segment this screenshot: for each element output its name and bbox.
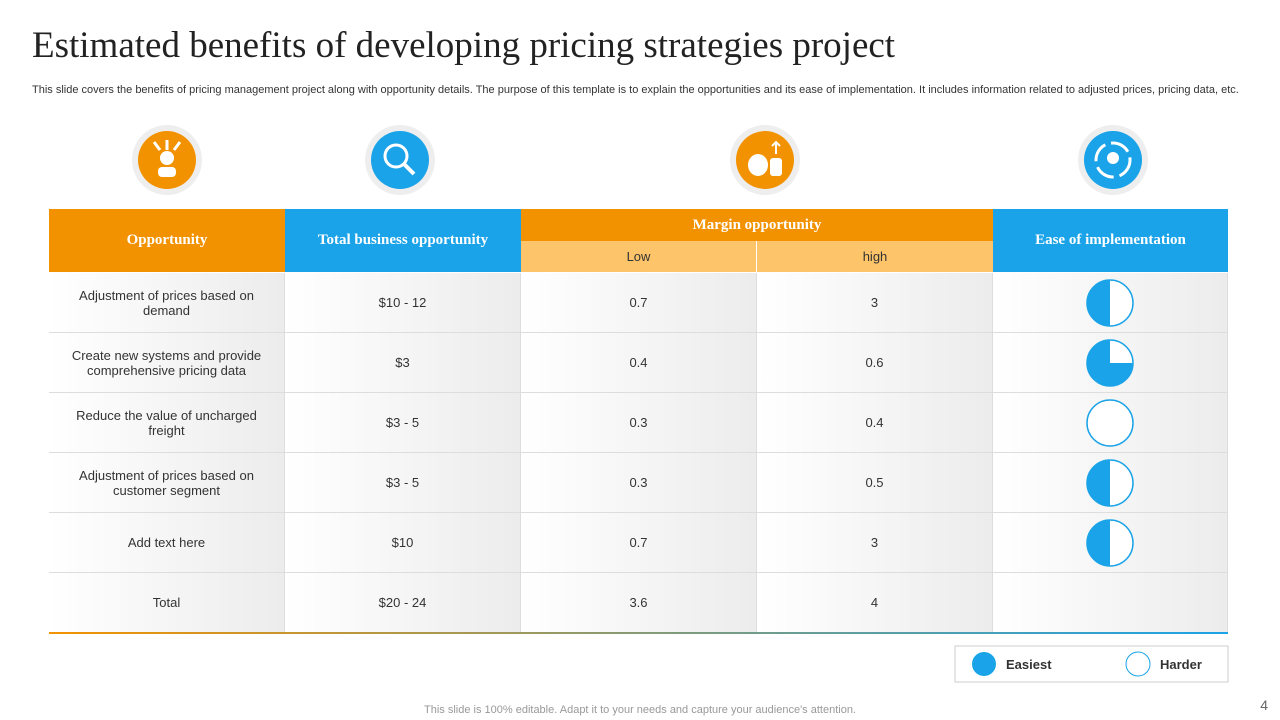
- table-cell: Adjustment of prices based on demand: [49, 273, 285, 333]
- legend-swatch: [1125, 651, 1151, 677]
- table-cell: 3: [757, 273, 993, 333]
- table-cell: Total: [49, 573, 285, 633]
- table-cell: $10: [285, 513, 521, 573]
- table-cell: 0.3: [521, 393, 757, 453]
- page-number: 4: [1260, 697, 1268, 713]
- header-cell: Margin opportunity: [521, 209, 993, 241]
- footer: This slide is 100% editable. Adapt it to…: [424, 704, 856, 716]
- subheader-cell: high: [757, 241, 993, 272]
- table-cell: $20 - 24: [285, 573, 521, 633]
- legend-label: Harder: [1160, 657, 1202, 672]
- header-cell: Opportunity: [49, 209, 285, 272]
- table-cell: 3: [757, 513, 993, 573]
- table-cell: 0.6: [757, 333, 993, 393]
- table-cell: [993, 573, 1228, 633]
- table-cell: Add text here: [49, 513, 285, 573]
- table-cell: 3.6: [521, 573, 757, 633]
- table-cell: [993, 393, 1228, 453]
- table-cell: [993, 333, 1228, 393]
- subheader-cell: Low: [521, 241, 757, 272]
- table-cell: Create new systems and provide comprehen…: [49, 333, 285, 393]
- table-cell: 0.5: [757, 453, 993, 513]
- table-cell: $3 - 5: [285, 453, 521, 513]
- table-cell: 0.7: [521, 513, 757, 573]
- icon: [1078, 125, 1148, 195]
- table-cell: $10 - 12: [285, 273, 521, 333]
- icon: [132, 125, 202, 195]
- header-cell: Ease of implementation: [993, 209, 1228, 272]
- title: Estimated benefits of developing pricing…: [32, 25, 896, 66]
- table-cell: [993, 453, 1228, 513]
- table-cell: Reduce the value of uncharged freight: [49, 393, 285, 453]
- table-cell: 0.3: [521, 453, 757, 513]
- table-cell: 0.4: [521, 333, 757, 393]
- table-cell: $3: [285, 333, 521, 393]
- table-cell: 4: [757, 573, 993, 633]
- legend-label: Easiest: [1006, 657, 1052, 672]
- table-cell: Adjustment of prices based on customer s…: [49, 453, 285, 513]
- header-cell: Total business opportunity: [285, 209, 521, 272]
- legend-box: [954, 645, 1229, 683]
- table-cell: 0.7: [521, 273, 757, 333]
- table-cell: 0.4: [757, 393, 993, 453]
- icon: [730, 125, 800, 195]
- description: This slide covers the benefits of pricin…: [32, 84, 1239, 96]
- table-cell: [993, 273, 1228, 333]
- icon: [365, 125, 435, 195]
- legend-swatch: [972, 652, 996, 676]
- table-cell: [993, 513, 1228, 573]
- table-cell: $3 - 5: [285, 393, 521, 453]
- table-bottom: [49, 632, 1228, 634]
